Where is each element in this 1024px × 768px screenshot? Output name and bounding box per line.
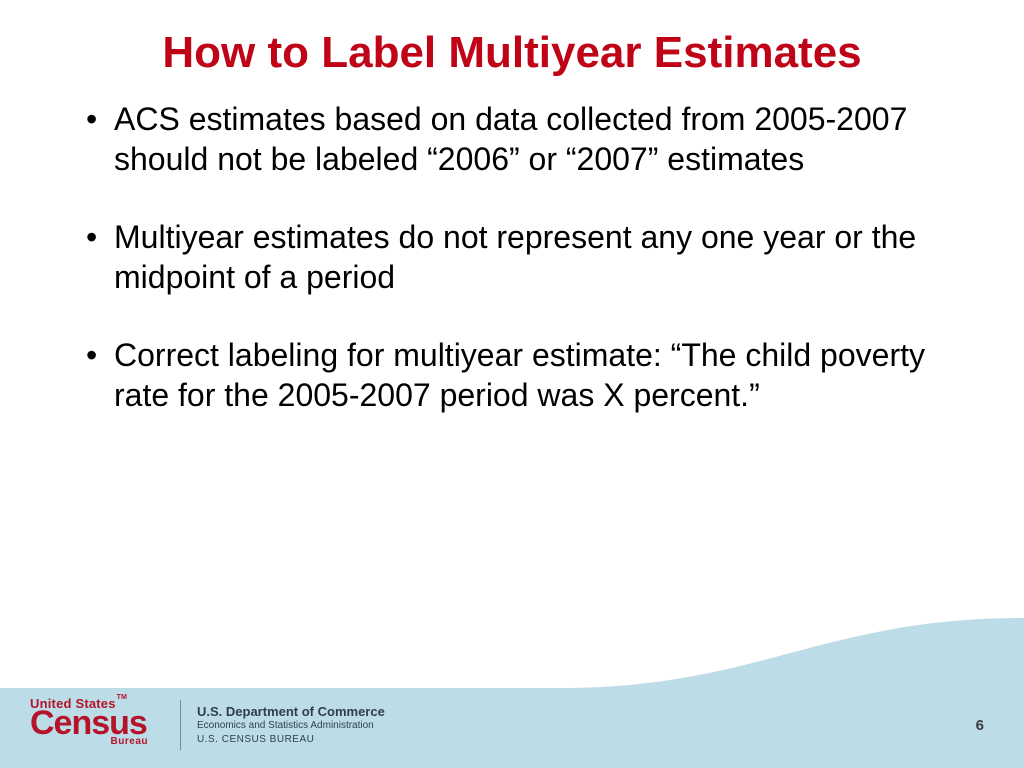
slide: How to Label Multiyear Estimates ACS est… bbox=[0, 0, 1024, 768]
logo-census-word: Census bbox=[30, 709, 166, 738]
dept-line-2: Economics and Statistics Administration bbox=[197, 720, 385, 732]
bullet-item: Multiyear estimates do not represent any… bbox=[80, 217, 954, 297]
page-number: 6 bbox=[976, 717, 984, 734]
footer-divider bbox=[180, 700, 181, 750]
footer-content: United StatesTM Census Bureau U.S. Depar… bbox=[30, 696, 385, 754]
dept-line-1: U.S. Department of Commerce bbox=[197, 704, 385, 720]
dept-line-3: U.S. CENSUS BUREAU bbox=[197, 734, 385, 746]
bullet-item: ACS estimates based on data collected fr… bbox=[80, 99, 954, 179]
bullet-item: Correct labeling for multiyear estimate:… bbox=[80, 335, 954, 415]
dept-block: U.S. Department of Commerce Economics an… bbox=[197, 704, 385, 746]
census-logo: United StatesTM Census Bureau bbox=[30, 696, 166, 754]
bullet-list: ACS estimates based on data collected fr… bbox=[80, 99, 954, 415]
slide-title: How to Label Multiyear Estimates bbox=[0, 0, 1024, 79]
logo-tm: TM bbox=[117, 694, 128, 701]
slide-body: ACS estimates based on data collected fr… bbox=[0, 79, 1024, 415]
